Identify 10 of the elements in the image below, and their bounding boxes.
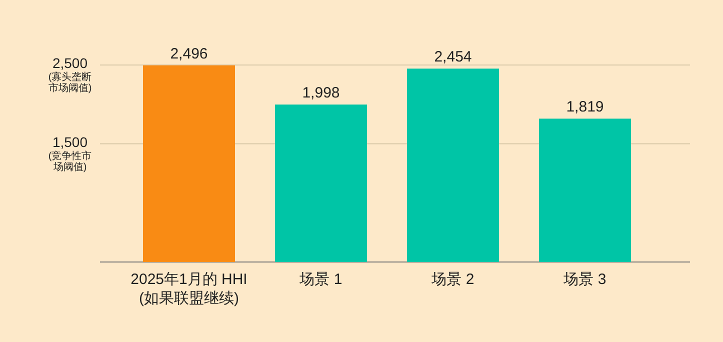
data-label: 1,998	[302, 84, 340, 102]
y-tick-label: 2,500 (寡头垄断市场阈值)	[47, 55, 93, 94]
x-tick-label: 2025年1月的 HHI (如果联盟继续)	[130, 271, 248, 307]
data-label: 2,496	[170, 45, 208, 62]
x-tick-label: 场景 3	[562, 271, 606, 288]
x-tick-label: 场景 2	[430, 271, 474, 288]
data-label: 1,819	[566, 98, 604, 116]
x-tick-label: 场景 1	[298, 271, 342, 288]
y-tick-label: 1,500 (竞争性市场阈值)	[47, 134, 93, 173]
data-label: 2,454	[434, 48, 472, 66]
